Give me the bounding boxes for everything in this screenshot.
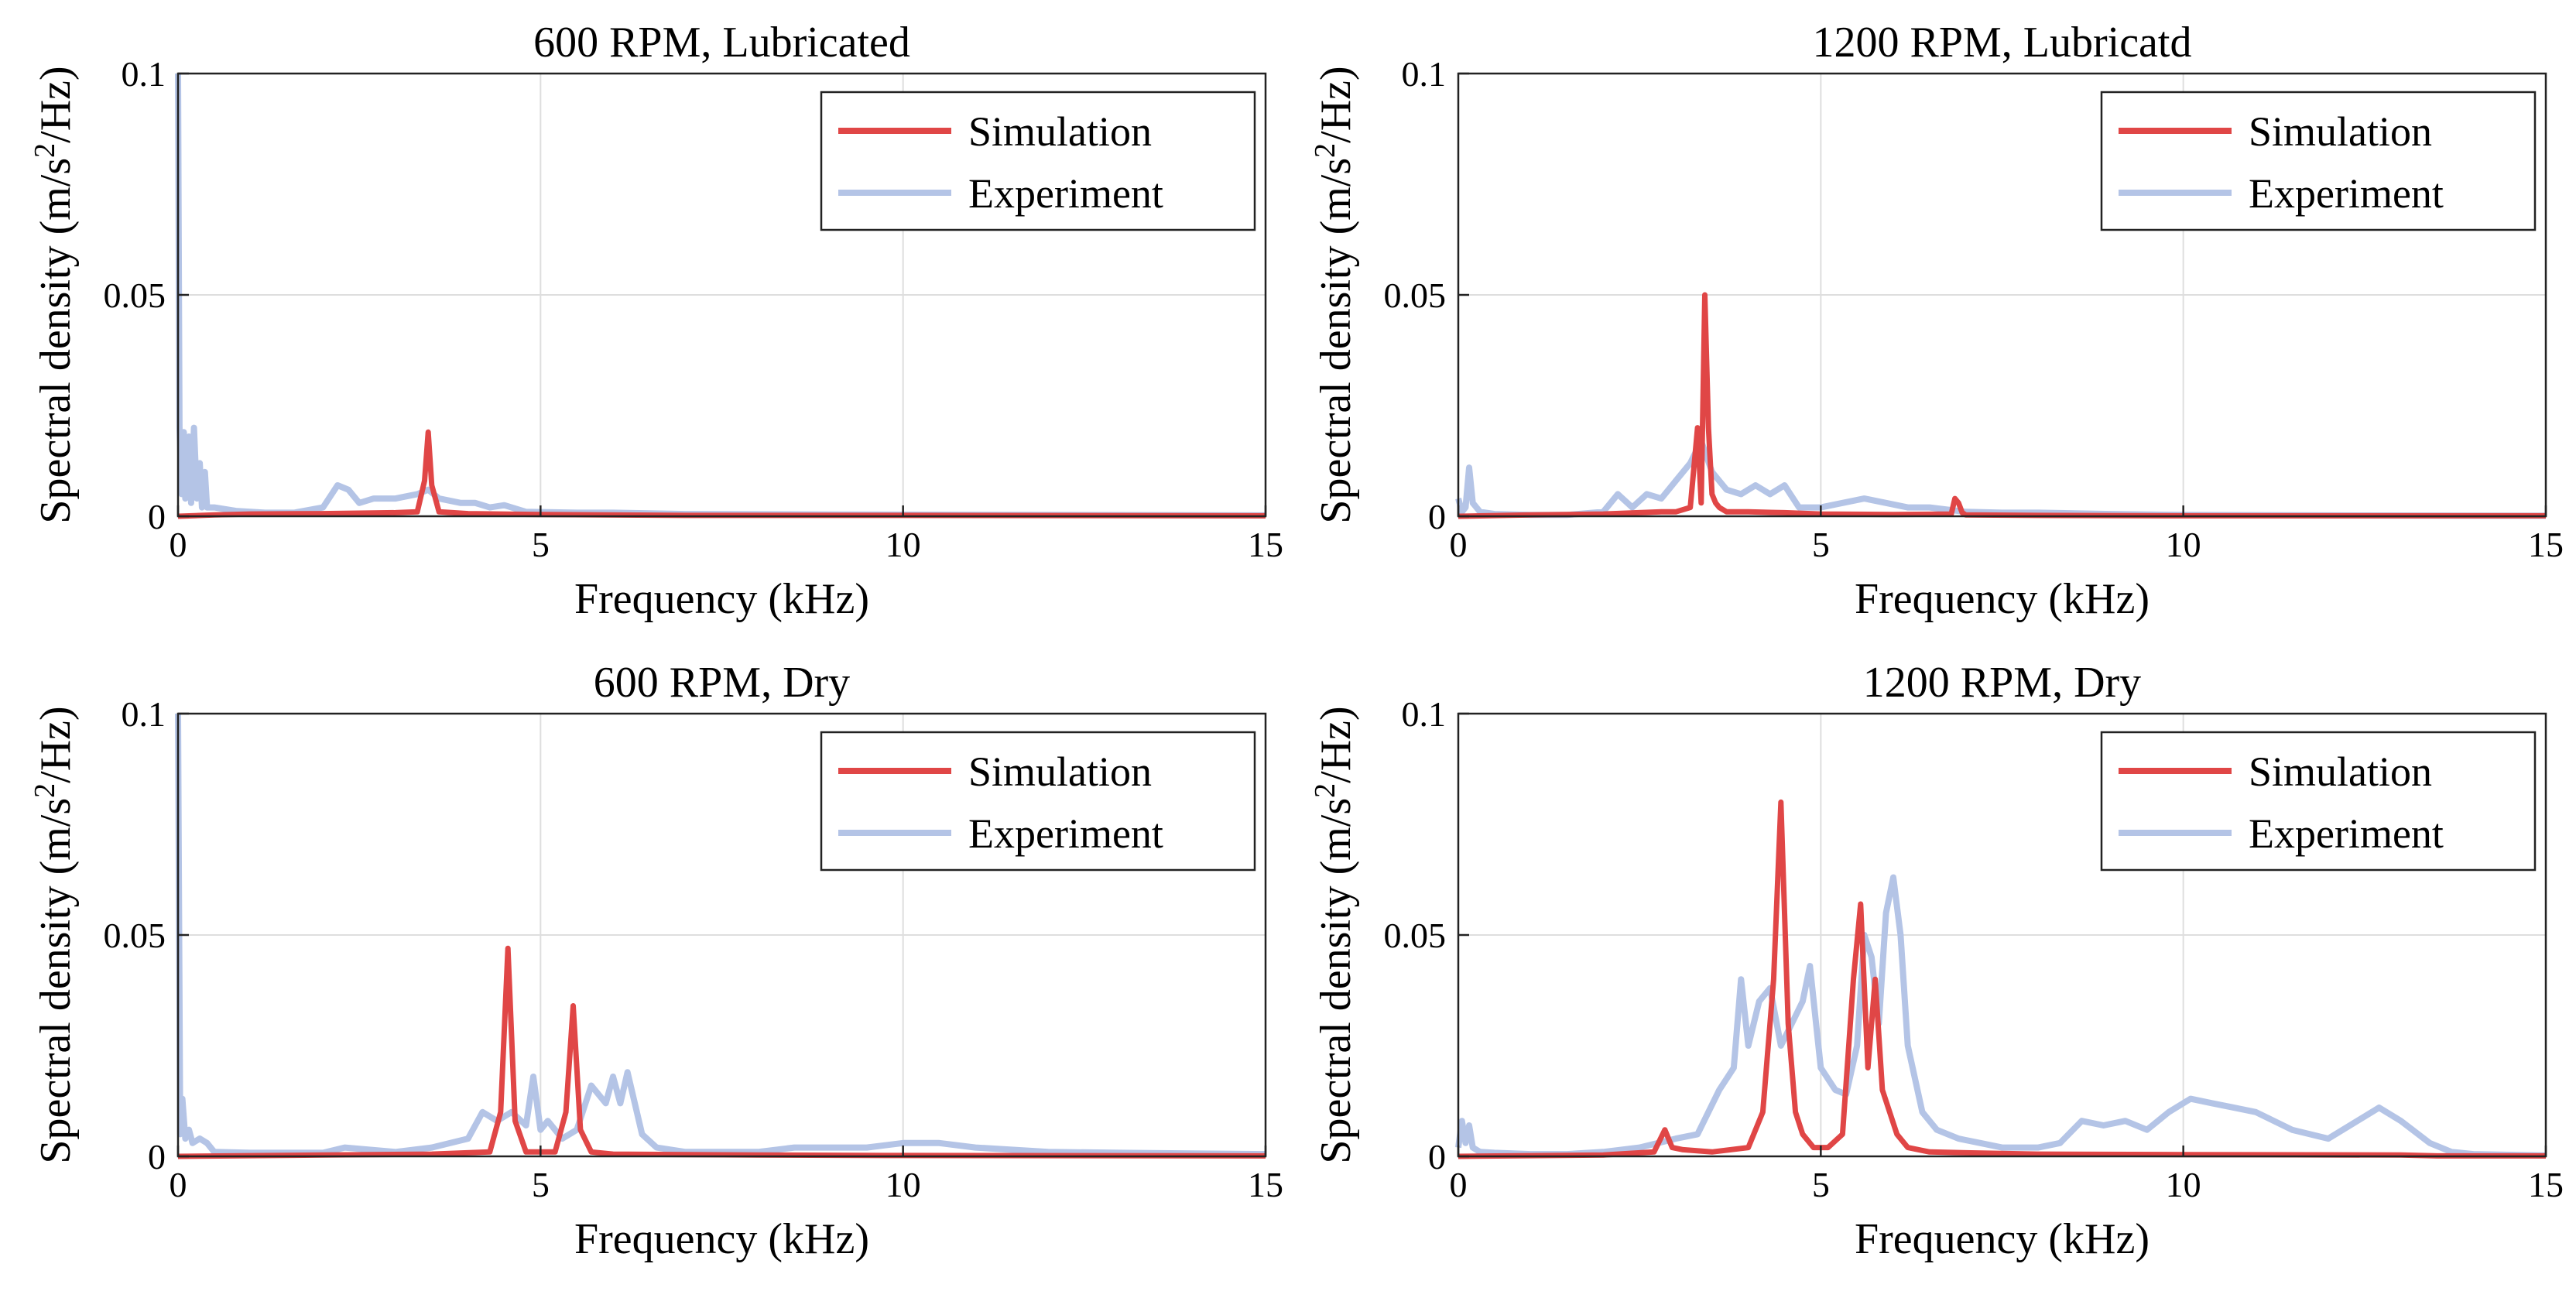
y-tick-label: 0.05 xyxy=(1384,276,1447,315)
series-line-simulation xyxy=(177,945,1266,1159)
x-tick-label: 0 xyxy=(1450,525,1468,564)
series-line-simulation xyxy=(177,429,1266,519)
y-axis-label: Spectral density (m/s2/Hz) xyxy=(1309,706,1360,1163)
x-tick-label: 5 xyxy=(1812,525,1830,564)
legend-label-experiment: Experiment xyxy=(968,810,1163,857)
y-axis-label: Spectral density (m/s2/Hz) xyxy=(29,706,80,1163)
chart-title: 1200 RPM, Lubricatd xyxy=(1813,19,2192,67)
y-tick-label: 0.1 xyxy=(122,54,166,94)
legend-box xyxy=(2100,91,2537,231)
x-tick-label: 5 xyxy=(1812,1165,1830,1204)
chart-panel-1: 0 5 10 15 0 0.05 0.1 600 RPM, Lubricated Frequen… xyxy=(29,19,1283,623)
chart-title: 1200 RPM, Dry xyxy=(1863,659,2141,707)
x-tick-label: 15 xyxy=(2528,1165,2564,1204)
y-tick-label: 0 xyxy=(1428,1137,1446,1176)
y-tick-label: 0.05 xyxy=(104,916,166,955)
series-line-simulation xyxy=(1458,292,2546,519)
x-tick-label: 0 xyxy=(1450,1165,1468,1204)
legend-box xyxy=(820,91,1256,231)
legend-label-simulation: Simulation xyxy=(968,748,1152,795)
chart-panel-3: 0 5 10 15 0 0.05 0.1 600 RPM, Dry Frequency (kHz… xyxy=(29,659,1283,1263)
x-tick-label: 0 xyxy=(170,1165,187,1204)
legend-box xyxy=(2100,731,2537,872)
x-tick-label: 10 xyxy=(2166,525,2201,564)
x-axis-label: Frequency (kHz) xyxy=(1855,1215,2150,1263)
x-tick-label: 15 xyxy=(1248,1165,1283,1204)
legend: Simulation Experiment xyxy=(2100,731,2537,872)
y-tick-label: 0.1 xyxy=(1402,54,1447,94)
x-axis-label: Frequency (kHz) xyxy=(574,575,869,623)
x-axis-label: Frequency (kHz) xyxy=(574,1215,869,1263)
legend-label-simulation: Simulation xyxy=(2249,108,2432,155)
legend-box xyxy=(820,731,1256,872)
chart-title: 600 RPM, Lubricated xyxy=(533,19,910,67)
chart-panel-2: 0 5 10 15 0 0.05 0.1 1200 RPM, Lubricatd Frequen… xyxy=(1309,19,2564,623)
x-tick-label: 5 xyxy=(532,1165,550,1204)
x-tick-label: 10 xyxy=(2166,1165,2201,1204)
legend-label-simulation: Simulation xyxy=(2249,748,2432,795)
x-axis-label: Frequency (kHz) xyxy=(1855,575,2150,623)
y-axis-label: Spectral density (m/s2/Hz) xyxy=(29,66,80,523)
x-tick-label: 10 xyxy=(886,1165,921,1204)
legend: Simulation Experiment xyxy=(2100,91,2537,231)
y-tick-label: 0.05 xyxy=(1384,916,1447,955)
y-tick-label: 0.1 xyxy=(122,694,166,734)
x-tick-label: 15 xyxy=(2528,525,2564,564)
legend-label-experiment: Experiment xyxy=(2249,170,2444,217)
series-line-simulation xyxy=(1458,799,2546,1159)
legend: Simulation Experiment xyxy=(820,731,1256,872)
x-tick-label: 5 xyxy=(532,525,550,564)
y-tick-label: 0 xyxy=(148,497,166,536)
y-axis-label: Spectral density (m/s2/Hz) xyxy=(1309,66,1360,523)
y-tick-label: 0 xyxy=(1428,497,1446,536)
series-line-experiment xyxy=(175,713,1266,1158)
x-tick-label: 15 xyxy=(1248,525,1283,564)
y-tick-label: 0.1 xyxy=(1402,694,1447,734)
x-tick-label: 10 xyxy=(886,525,921,564)
legend-label-experiment: Experiment xyxy=(968,170,1163,217)
y-tick-label: 0.05 xyxy=(104,276,166,315)
y-tick-label: 0 xyxy=(148,1137,166,1176)
x-tick-label: 0 xyxy=(170,525,187,564)
legend-label-simulation: Simulation xyxy=(968,108,1152,155)
legend-label-experiment: Experiment xyxy=(2249,810,2444,857)
legend: Simulation Experiment xyxy=(820,91,1256,231)
chart-panel-4: 0 5 10 15 0 0.05 0.1 1200 RPM, Dry Frequency (kH… xyxy=(1309,659,2564,1263)
chart-title: 600 RPM, Dry xyxy=(594,659,850,707)
